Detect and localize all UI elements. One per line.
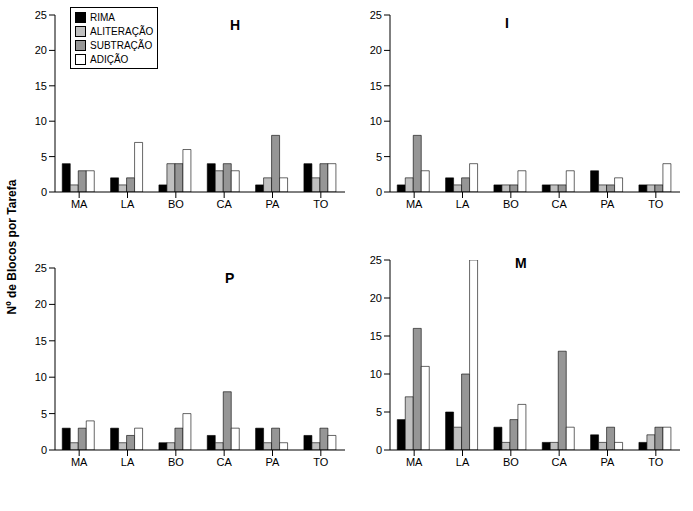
svg-text:CA: CA [217,456,233,468]
svg-text:MA: MA [406,456,423,468]
svg-text:CA: CA [552,456,568,468]
html-text:M: M [515,255,527,271]
svg-text:5: 5 [41,408,47,420]
svg-text:TO: TO [648,456,664,468]
svg-text:LA: LA [456,198,470,210]
svg-text:25: 25 [370,254,382,266]
svg-text:15: 15 [35,80,47,92]
svg-text:MA: MA [71,456,88,468]
svg-text:BO: BO [168,198,184,210]
svg-text:PA: PA [601,198,616,210]
svg-text:0: 0 [376,444,382,456]
svg-text:0: 0 [41,186,47,198]
svg-text:CA: CA [217,198,233,210]
svg-text:25: 25 [35,9,47,21]
svg-text:PA: PA [601,456,616,468]
svg-text:10: 10 [35,115,47,127]
svg-text:BO: BO [503,198,519,210]
svg-text:25: 25 [370,9,382,21]
svg-text:TO: TO [313,198,329,210]
svg-text:10: 10 [370,115,382,127]
svg-text:MA: MA [71,198,88,210]
svg-text:20: 20 [370,44,382,56]
html-text:I: I [505,15,509,31]
svg-text:LA: LA [121,198,135,210]
html-text:P: P [225,270,235,286]
svg-text:PA: PA [266,198,281,210]
svg-text:CA: CA [552,198,568,210]
svg-text:10: 10 [370,368,382,380]
html-text:Nº de Blocos por Tarefa: Nº de Blocos por Tarefa [5,179,19,315]
svg-text:15: 15 [370,330,382,342]
svg-text:0: 0 [376,186,382,198]
svg-text:15: 15 [370,80,382,92]
svg-text:25: 25 [35,262,47,274]
html-text:RIMA: RIMA [90,11,115,23]
svg-text:20: 20 [35,298,47,310]
svg-text:10: 10 [35,371,47,383]
svg-text:5: 5 [376,406,382,418]
svg-text:MA: MA [406,198,423,210]
svg-text:PA: PA [266,456,281,468]
svg-text:5: 5 [41,151,47,163]
svg-text:15: 15 [35,335,47,347]
html-text:H: H [230,17,241,33]
html-text:ADIÇÃO: ADIÇÃO [90,53,129,65]
html-text:SUBTRAÇÃO: SUBTRAÇÃO [90,39,153,51]
svg-text:LA: LA [121,456,135,468]
svg-text:LA: LA [456,456,470,468]
svg-text:TO: TO [313,456,329,468]
svg-text:0: 0 [41,444,47,456]
svg-text:BO: BO [168,456,184,468]
svg-text:TO: TO [648,198,664,210]
svg-text:5: 5 [376,151,382,163]
html-text:ALITERAÇÃO: ALITERAÇÃO [90,25,154,37]
svg-text:BO: BO [503,456,519,468]
svg-text:20: 20 [370,292,382,304]
svg-text:20: 20 [35,44,47,56]
